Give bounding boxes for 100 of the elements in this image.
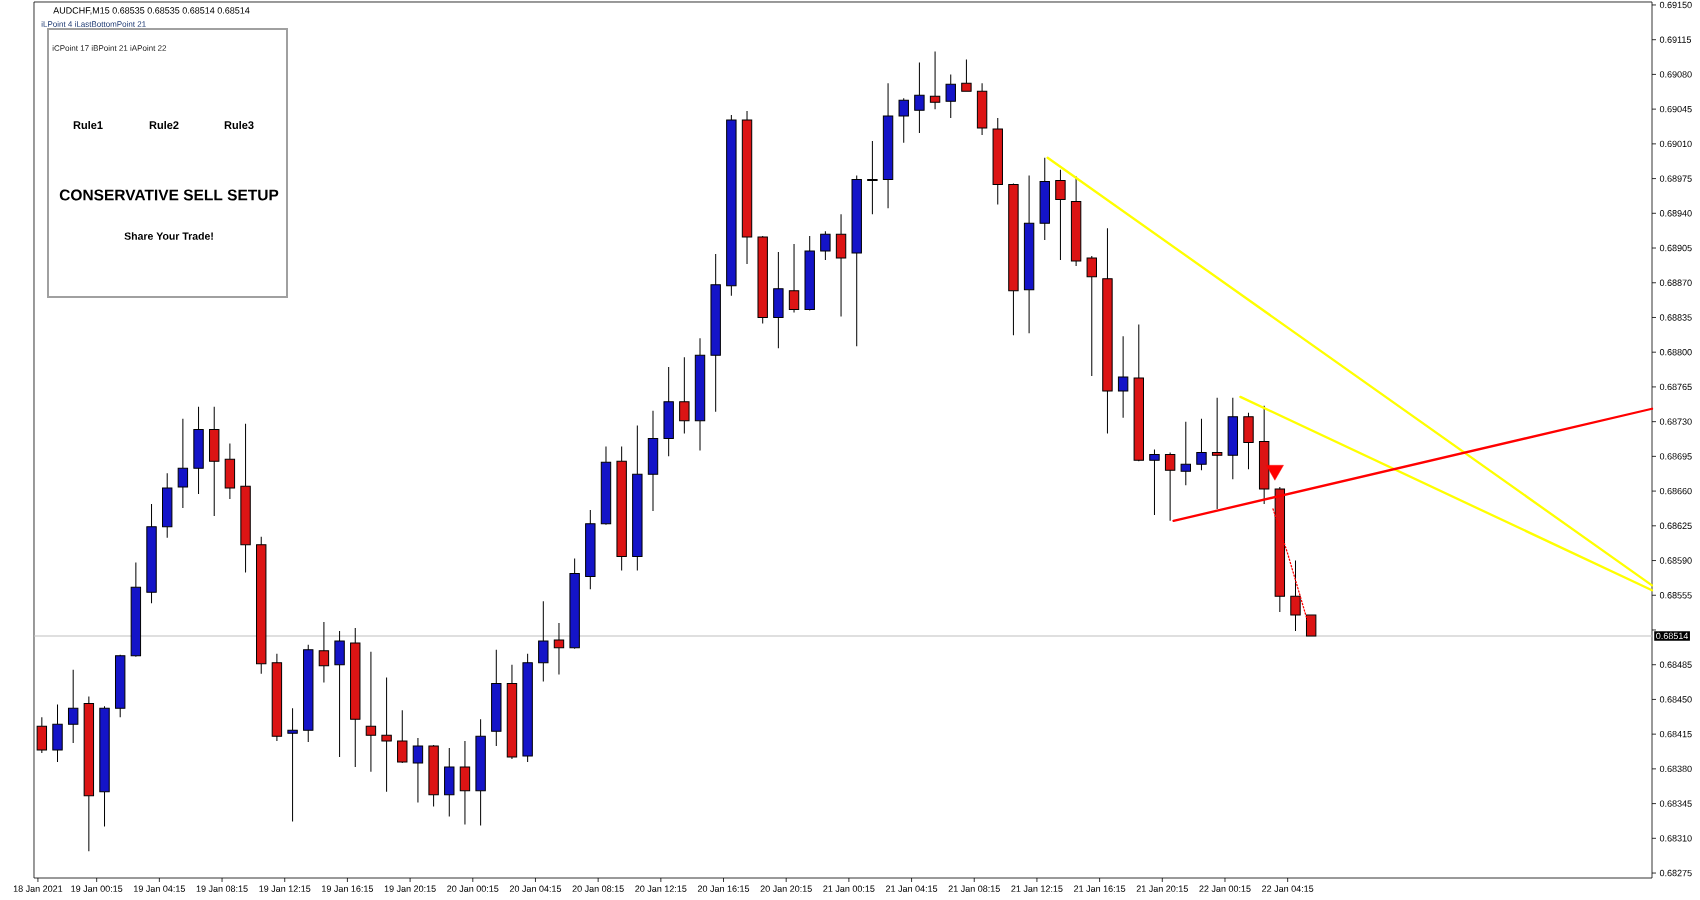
candlestick xyxy=(1008,183,1019,336)
candlestick xyxy=(287,707,298,822)
candlestick xyxy=(491,649,502,747)
candlestick xyxy=(835,213,847,317)
x-tick-label: 20 Jan 20:15 xyxy=(760,885,812,892)
candlestick xyxy=(334,630,345,758)
y-tick-label: 0.69045 xyxy=(1659,105,1692,113)
x-tick-label: 19 Jan 16:15 xyxy=(322,885,374,892)
candlestick xyxy=(99,705,110,827)
candlestick xyxy=(475,718,486,826)
candlestick xyxy=(177,418,189,509)
candlestick xyxy=(679,356,690,435)
y-tick-label: 0.68975 xyxy=(1659,175,1692,182)
y-tick-label: 0.68345 xyxy=(1659,800,1692,807)
x-tick-label: 21 Jan 16:15 xyxy=(1074,885,1126,892)
candlestick xyxy=(585,509,596,590)
candlestick xyxy=(381,677,392,793)
y-tick-label: 0.68310 xyxy=(1659,835,1692,842)
candlestick xyxy=(663,366,674,457)
candlestick xyxy=(976,82,988,136)
y-tick-label: 0.68660 xyxy=(1659,487,1692,495)
candlestick xyxy=(961,59,972,92)
candlestick xyxy=(52,703,63,763)
candlestick xyxy=(114,654,126,718)
candlestick xyxy=(804,235,815,312)
candlestick xyxy=(224,442,236,500)
candlestick xyxy=(992,117,1003,205)
candlestick xyxy=(757,235,768,324)
x-tick-label: 19 Jan 04:15 xyxy=(134,885,185,892)
candlestick xyxy=(1133,323,1144,462)
annotation: CONSERVATIVE SELL SETUP xyxy=(59,189,279,201)
candlestick xyxy=(1164,451,1176,522)
annotation: Rule3 xyxy=(224,120,254,130)
x-tick-label: 20 Jan 00:15 xyxy=(447,885,499,892)
candlestick xyxy=(83,695,95,852)
x-tick-label: 19 Jan 00:15 xyxy=(71,885,123,892)
x-tick-label: 19 Jan 20:15 xyxy=(384,885,436,892)
candlestick xyxy=(741,110,753,265)
y-tick-label: 0.68905 xyxy=(1659,244,1692,252)
x-tick-label: 21 Jan 00:15 xyxy=(823,885,875,892)
candlestick xyxy=(882,82,894,209)
candlestick xyxy=(365,651,377,773)
candlestick xyxy=(616,445,627,571)
x-tick-label: 19 Jan 08:15 xyxy=(196,885,248,892)
y-tick-label: 0.68765 xyxy=(1659,383,1692,391)
x-tick-label: 21 Jan 20:15 xyxy=(1136,885,1188,892)
x-tick-label: 22 Jan 04:15 xyxy=(1262,885,1314,892)
candlestick xyxy=(506,664,518,760)
candlestick xyxy=(428,744,439,808)
candlestick xyxy=(1086,255,1097,377)
x-tick-label: 20 Jan 12:15 xyxy=(635,885,687,892)
y-tick-label: 0.68590 xyxy=(1659,557,1692,564)
candlestick xyxy=(694,337,706,451)
candlestick xyxy=(1211,397,1223,510)
x-tick-label: 21 Jan 12:15 xyxy=(1011,885,1063,892)
y-tick-label: 0.68625 xyxy=(1659,522,1692,529)
candlestick xyxy=(1290,560,1301,632)
y-tick-label: 0.68940 xyxy=(1659,210,1692,217)
y-tick-label: 0.68870 xyxy=(1659,279,1692,286)
x-tick-label: 21 Jan 04:15 xyxy=(886,885,938,892)
y-tick-label: 0.69150 xyxy=(1659,1,1692,9)
candlestick xyxy=(459,740,471,825)
x-tick-label: 20 Jan 08:15 xyxy=(572,885,624,892)
candlestick xyxy=(820,230,831,261)
y-tick-label: 0.68555 xyxy=(1659,592,1692,599)
y-tick-label: 0.68730 xyxy=(1659,418,1692,425)
candlestick xyxy=(1149,448,1160,516)
annotation: iLPoint 4 iLastBottomPoint 21 xyxy=(41,21,146,27)
candlestick xyxy=(898,97,909,144)
candlestick xyxy=(647,410,659,512)
y-tick-label: 0.69010 xyxy=(1659,140,1692,148)
candlestick xyxy=(412,737,424,804)
y-tick-label: 0.68450 xyxy=(1659,696,1692,703)
candlestick xyxy=(1070,176,1082,267)
candlestick xyxy=(553,622,565,676)
annotation: Rule2 xyxy=(149,120,179,130)
candlestick xyxy=(867,140,878,215)
candlestick xyxy=(726,114,737,297)
candlestick xyxy=(318,621,330,684)
candlestick xyxy=(1102,227,1113,435)
x-tick-label: 18 Jan 2021 xyxy=(13,885,63,892)
y-tick-label: 0.68380 xyxy=(1659,765,1692,773)
candlestick xyxy=(162,472,173,539)
candlestick xyxy=(256,536,267,675)
x-tick-label: 22 Jan 00:15 xyxy=(1199,885,1251,892)
y-tick-label: 0.69115 xyxy=(1659,36,1692,43)
annotation: Share Your Trade! xyxy=(124,232,213,240)
candlestick xyxy=(1117,335,1129,419)
y-tick-label: 0.68275 xyxy=(1659,869,1692,877)
candlestick xyxy=(36,716,48,754)
x-tick-label: 21 Jan 08:15 xyxy=(948,885,1000,892)
y-tick-label: 0.68485 xyxy=(1659,661,1692,668)
annotation: iCPoint 17 iBPoint 21 iAPoint 22 xyxy=(52,45,167,51)
candlestick xyxy=(1055,169,1066,261)
candlestick xyxy=(1196,418,1207,471)
y-tick-label: 0.69080 xyxy=(1659,71,1692,78)
annotation: Rule1 xyxy=(73,120,103,130)
candlestick xyxy=(1227,397,1239,480)
candlestick xyxy=(444,747,455,817)
candlestick xyxy=(209,406,220,517)
